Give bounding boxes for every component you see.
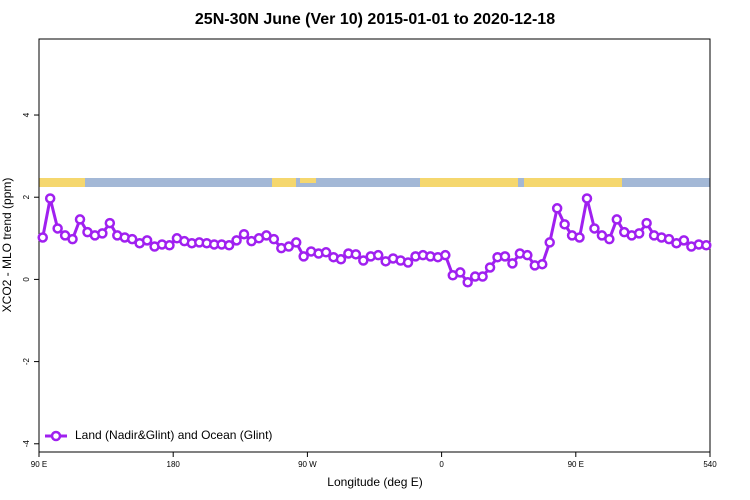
data-point xyxy=(440,249,451,261)
x-tick-label: 0 xyxy=(439,460,444,469)
data-point xyxy=(126,233,138,245)
data-point xyxy=(454,267,466,278)
data-point xyxy=(335,254,347,265)
y-tick-label: 2 xyxy=(22,194,31,199)
land-band xyxy=(300,178,316,183)
data-point xyxy=(537,258,548,270)
legend-marker xyxy=(50,430,62,442)
legend-label: Land (Nadir&Glint) and Ocean (Glint) xyxy=(75,428,272,442)
data-point xyxy=(231,235,242,246)
data-point xyxy=(499,251,511,262)
y-tick-label: -2 xyxy=(22,357,31,365)
data-point xyxy=(611,214,623,225)
data-point xyxy=(663,233,675,245)
data-point xyxy=(589,223,600,234)
data-point xyxy=(74,214,86,225)
data-point xyxy=(633,228,645,239)
data-point xyxy=(484,262,496,273)
data-point xyxy=(701,240,712,251)
data-point xyxy=(372,249,384,261)
x-tick-label: 540 xyxy=(703,460,717,469)
data-point xyxy=(298,251,309,262)
data-point xyxy=(283,241,295,252)
data-point xyxy=(223,240,235,251)
data-point xyxy=(238,228,250,240)
data-point xyxy=(104,217,116,229)
data-point xyxy=(290,237,302,248)
x-tick-label: 180 xyxy=(167,460,181,469)
y-tick-label: -4 xyxy=(22,440,31,448)
data-point xyxy=(544,237,555,248)
x-tick-label: 90 W xyxy=(298,460,317,469)
ocean-band xyxy=(39,178,710,187)
data-point xyxy=(350,249,362,260)
data-point xyxy=(320,247,332,258)
data-point xyxy=(97,228,108,239)
chart-title: 25N-30N June (Ver 10) 2015-01-01 to 2020… xyxy=(195,11,555,28)
x-tick-label: 90 E xyxy=(31,460,47,469)
data-point xyxy=(268,233,280,245)
x-tick-label: 90 E xyxy=(568,460,584,469)
data-point xyxy=(67,233,78,245)
land-ocean-strip xyxy=(39,178,710,187)
land-band xyxy=(272,178,296,187)
data-point xyxy=(52,223,63,234)
data-point xyxy=(574,232,585,243)
y-tick-label: 4 xyxy=(22,112,31,117)
data-point xyxy=(358,255,369,266)
data-point xyxy=(641,217,652,229)
data-point xyxy=(581,193,593,204)
data-point xyxy=(462,277,473,288)
data-point xyxy=(37,232,48,243)
data-point xyxy=(507,258,518,269)
data-point xyxy=(678,235,690,246)
land-band xyxy=(39,178,85,187)
land-band xyxy=(524,178,622,187)
data-point xyxy=(141,235,153,246)
data-point xyxy=(164,240,175,251)
y-axis-title: XCO2 - MLO trend (ppm) xyxy=(0,178,14,313)
x-axis-title: Longitude (deg E) xyxy=(327,475,422,489)
data-point xyxy=(44,193,56,204)
land-band xyxy=(420,178,518,187)
data-point xyxy=(522,249,533,261)
data-point xyxy=(604,233,615,245)
data-point xyxy=(402,257,414,268)
data-point xyxy=(559,219,570,230)
data-point xyxy=(551,203,563,214)
data-point xyxy=(477,271,488,282)
y-tick-label: 0 xyxy=(22,277,31,282)
